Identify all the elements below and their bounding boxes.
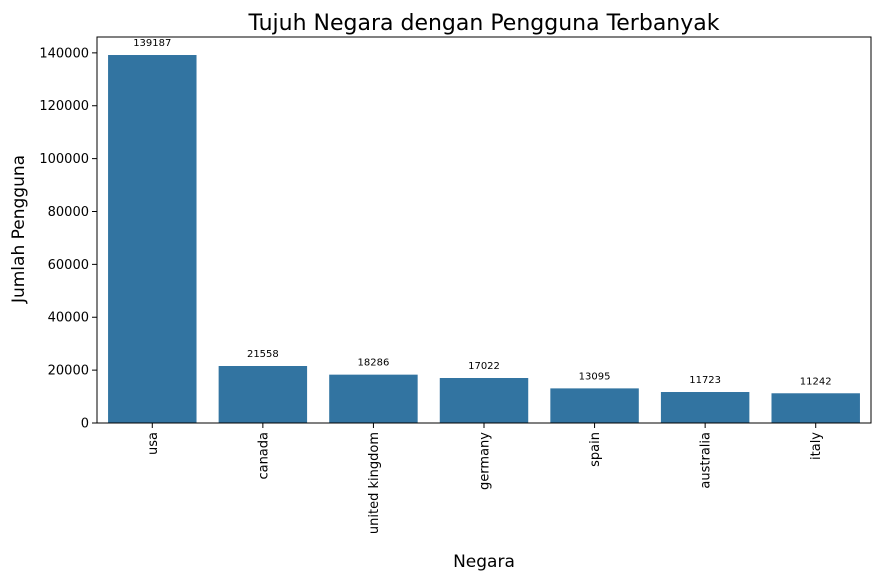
- y-tick-label: 40000: [48, 311, 89, 326]
- x-tick-label: spain: [588, 432, 603, 467]
- data-label: 21558: [247, 349, 279, 360]
- y-tick-label: 140000: [39, 46, 89, 61]
- y-tick-label: 0: [81, 417, 89, 432]
- bar-usa: [108, 55, 197, 423]
- data-label: 11723: [689, 375, 721, 386]
- chart-title: Tujuh Negara dengan Pengguna Terbanyak: [248, 11, 720, 36]
- data-label: 13095: [579, 371, 611, 382]
- y-axis-label: Jumlah Pengguna: [9, 155, 29, 304]
- x-tick-label: germany: [478, 432, 493, 490]
- data-label: 17022: [468, 361, 500, 372]
- x-tick-label: australia: [699, 432, 714, 489]
- x-tick-label: usa: [146, 432, 161, 455]
- x-tick-label: canada: [256, 432, 271, 480]
- bar-spain: [550, 388, 639, 423]
- y-tick-label: 120000: [39, 99, 89, 114]
- plot-area: 139187 21558 18286 17022 13095 11723 11242 0 200…: [39, 36, 872, 534]
- bar-germany: [439, 378, 529, 423]
- data-label: 11242: [800, 376, 832, 387]
- y-tick-label: 60000: [48, 258, 89, 273]
- x-axis-label: Negara: [453, 552, 515, 572]
- bar-italy: [771, 393, 860, 423]
- x-tick-label: italy: [809, 432, 824, 460]
- data-label: 18286: [358, 358, 390, 369]
- bar-united-kingdom: [329, 374, 418, 423]
- bar-australia: [660, 392, 750, 423]
- bar-canada: [218, 366, 308, 423]
- data-label: 139187: [133, 38, 171, 49]
- y-tick-label: 80000: [48, 205, 89, 220]
- x-tick-label: united kingdom: [367, 432, 382, 534]
- y-tick-label: 20000: [48, 364, 89, 379]
- y-tick-label: 100000: [39, 152, 89, 167]
